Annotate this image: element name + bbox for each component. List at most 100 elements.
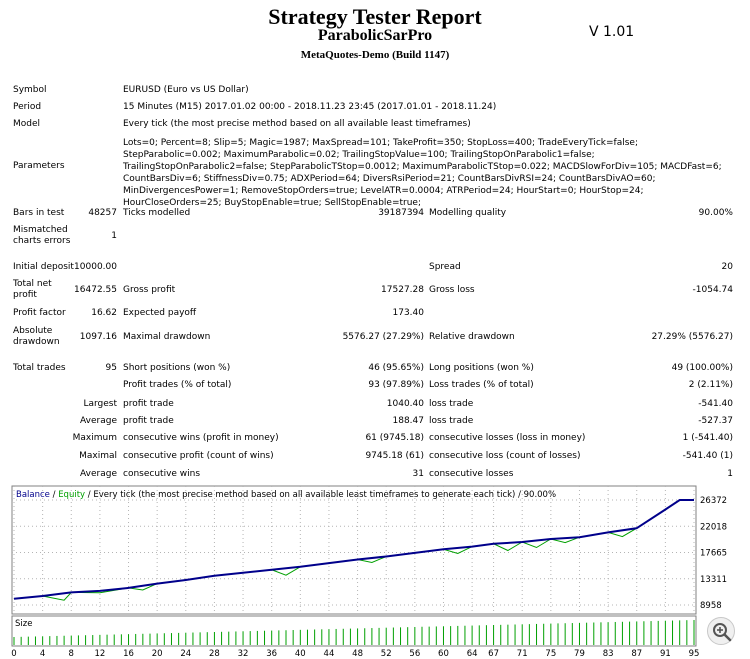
relative-drawdown-value: 27.29% (5576.27): [651, 332, 733, 342]
mismatched-label-1: Mismatched: [13, 225, 68, 235]
x-tick-label: 91: [660, 649, 671, 659]
version-label: V 1.01: [589, 24, 635, 40]
x-tick-label: 16: [123, 649, 134, 659]
profit-factor-value: 16.62: [91, 308, 117, 318]
short-positions-label: Short positions (won %): [123, 363, 231, 373]
y-tick-label: 22018: [700, 522, 727, 532]
x-tick-label: 24: [180, 649, 191, 659]
x-tick-label: 40: [295, 649, 306, 659]
maximal-cons-profit-label: consecutive profit (count of wins): [123, 451, 274, 461]
maximal-cons-loss-value: -541.40 (1): [682, 451, 733, 461]
x-tick-label: 36: [266, 649, 277, 659]
x-tick-label: 20: [152, 649, 163, 659]
x-tick-label: 83: [603, 649, 614, 659]
modelling-quality-value: 90.00%: [698, 208, 733, 218]
bars-in-test-label: Bars in test: [13, 208, 65, 218]
maximum-label: Maximum: [72, 433, 117, 443]
largest-profit-value: 1040.40: [386, 399, 424, 409]
profit-trades-value: 93 (97.89%): [368, 380, 424, 390]
magnifier-icon: [713, 623, 732, 642]
max-cons-losses-value: 1 (-541.40): [682, 433, 733, 443]
largest-loss-label: loss trade: [429, 399, 474, 409]
max-cons-losses-label: consecutive losses (loss in money): [429, 433, 586, 443]
average-label: Average: [80, 416, 117, 426]
loss-trades-value: 2 (2.11%): [688, 380, 733, 390]
max-cons-wins-label: consecutive wins (profit in money): [123, 433, 279, 443]
x-tick-label: 0: [11, 649, 16, 659]
largest-label: Largest: [83, 399, 117, 409]
gross-profit-value: 17527.28: [381, 285, 424, 295]
maximal-drawdown-value: 5576.27 (27.29%): [342, 332, 424, 342]
profit-factor-label: Profit factor: [13, 308, 66, 318]
average-loss-label: loss trade: [429, 416, 474, 426]
parameters-label: Parameters: [13, 161, 65, 171]
mismatched-label-2: charts errors: [13, 236, 71, 246]
average-profit-label: profit trade: [123, 416, 174, 426]
largest-loss-value: -541.40: [698, 399, 733, 409]
average-profit-value: 188.47: [392, 416, 425, 426]
total-net-profit-value: 16472.55: [74, 285, 117, 295]
chart-frame: [11, 485, 697, 615]
report-title: Strategy Tester Report: [268, 4, 482, 29]
x-tick-label: 79: [574, 649, 585, 659]
initial-deposit-label: Initial deposit: [13, 262, 74, 272]
loss-trades-label: Loss trades (% of total): [429, 380, 534, 390]
model-label: Model: [13, 119, 41, 129]
size-label: Size: [15, 619, 32, 629]
x-tick-label: 64: [467, 649, 478, 659]
symbol-label: Symbol: [13, 85, 47, 95]
spread-label: Spread: [429, 262, 461, 272]
period-label: Period: [13, 102, 42, 112]
x-tick-label: 95: [689, 649, 700, 659]
maximal-drawdown-label: Maximal drawdown: [123, 332, 211, 342]
maximal-cons-profit-value: 9745.18 (61): [365, 451, 424, 461]
ticks-modelled-value: 39187394: [378, 208, 424, 218]
parameters-value: Lots=0; Percent=8; Slip=5; Magic=1987; M…: [123, 138, 722, 208]
avg-cons-losses-value: 1: [727, 469, 733, 479]
total-net-profit-label-2: profit: [13, 290, 37, 300]
avg-cons-wins-label: consecutive wins: [123, 469, 201, 479]
bars-in-test-value: 48257: [88, 208, 117, 218]
spread-value: 20: [721, 262, 733, 272]
ea-name: ParabolicSarPro: [317, 27, 433, 44]
model-value: Every tick (the most precise method base…: [123, 119, 471, 129]
x-tick-label: 48: [352, 649, 363, 659]
x-tick-label: 8: [69, 649, 74, 659]
chart-legend: Balance / Equity / Every tick (the most …: [16, 490, 556, 500]
avg-cons-wins-value: 31: [412, 469, 424, 479]
period-value: 15 Minutes (M15) 2017.01.02 00:00 - 2018…: [123, 102, 497, 112]
total-net-profit-label-1: Total net: [13, 279, 52, 289]
legend-sep: /: [50, 490, 58, 500]
x-tick-label: 28: [209, 649, 220, 659]
absolute-drawdown-label-1: Absolute: [13, 326, 53, 336]
average-loss-value: -527.37: [698, 416, 733, 426]
y-tick-label: 13311: [700, 575, 727, 585]
max-cons-wins-value: 61 (9745.18): [365, 433, 424, 443]
expected-payoff-value: 173.40: [392, 308, 425, 318]
largest-profit-label: profit trade: [123, 399, 174, 409]
size-panel: [11, 615, 697, 647]
mismatched-value: 1: [111, 231, 117, 241]
balance-series-line: [13, 499, 694, 600]
x-tick-label: 12: [94, 649, 105, 659]
y-tick-label: 26372: [700, 496, 727, 506]
average2-label: Average: [80, 469, 117, 479]
short-positions-value: 46 (95.65%): [368, 363, 424, 373]
gross-loss-value: -1054.74: [692, 285, 733, 295]
legend-rest: / Every tick (the most precise method ba…: [85, 490, 556, 500]
y-tick-label: 17665: [700, 549, 727, 559]
x-tick-label: 44: [324, 649, 335, 659]
build-info: MetaQuotes-Demo (Build 1147): [300, 49, 450, 61]
x-tick-label: 87: [631, 649, 642, 659]
x-tick-label: 52: [381, 649, 392, 659]
x-tick-label: 32: [238, 649, 249, 659]
total-trades-label: Total trades: [13, 363, 66, 373]
y-tick-label: 8958: [700, 601, 722, 611]
maximal-cons-loss-label: consecutive loss (count of losses): [429, 451, 581, 461]
expected-payoff-label: Expected payoff: [123, 308, 197, 318]
zoom-button[interactable]: [707, 617, 735, 645]
avg-cons-losses-label: consecutive losses: [429, 469, 514, 479]
x-tick-label: 75: [545, 649, 556, 659]
absolute-drawdown-value: 1097.16: [79, 332, 117, 342]
